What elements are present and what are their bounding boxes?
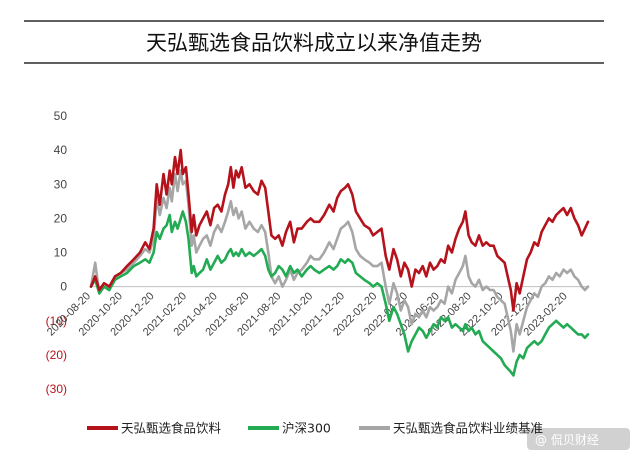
y-tick-label: 10 xyxy=(54,246,68,260)
watermark-text: @ 侃贝财经 xyxy=(535,433,599,447)
chart-title: 天弘甄选食品饮料成立以来净值走势 xyxy=(146,31,482,55)
series-lines xyxy=(89,148,590,377)
series-line-benchmark xyxy=(89,169,590,353)
y-tick-label: 30 xyxy=(54,177,68,191)
legend-label-product: 天弘甄选食品饮料 xyxy=(121,421,222,436)
y-tick-label: 50 xyxy=(54,109,68,123)
y-tick-label: 40 xyxy=(54,143,68,157)
legend: 天弘甄选食品饮料 沪深300 天弘甄选食品饮料业绩基准 xyxy=(87,421,543,436)
y-tick-label: (30) xyxy=(46,382,67,396)
y-axis-ticks: 50 40 30 20 10 0 (10) (20) (30) xyxy=(46,109,68,396)
y-tick-label: (10) xyxy=(46,314,67,328)
y-tick-label: 20 xyxy=(54,211,68,225)
series-line-hs300 xyxy=(89,210,590,377)
watermark: @ 侃贝财经 xyxy=(527,428,630,450)
watermark-backdrop xyxy=(527,428,630,450)
y-tick-label: (20) xyxy=(46,348,67,362)
legend-label-hs300: 沪深300 xyxy=(282,421,331,436)
series-line-product xyxy=(89,148,590,312)
y-tick-label: 0 xyxy=(60,280,67,294)
legend-label-benchmark: 天弘甄选食品饮料业绩基准 xyxy=(393,421,543,436)
